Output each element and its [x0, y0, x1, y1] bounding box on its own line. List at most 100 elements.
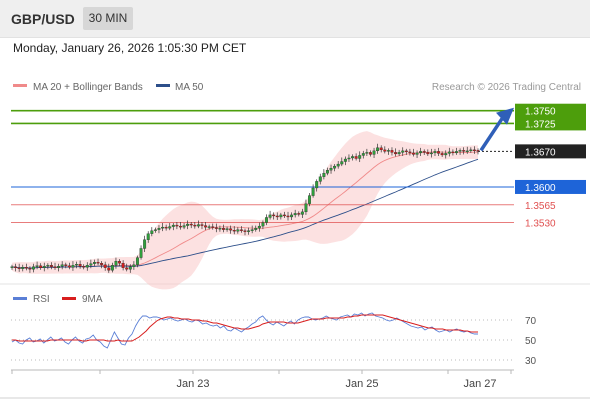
candle-body — [200, 224, 204, 226]
candle-body — [225, 228, 229, 230]
candle-body — [96, 262, 100, 264]
candle-body — [64, 264, 68, 266]
price-level-label-1.3725: 1.3725 — [525, 119, 556, 130]
candle-body — [315, 181, 319, 189]
price-tag-1.3600 — [515, 179, 586, 194]
candle-body — [39, 265, 43, 268]
candle-body — [161, 226, 165, 229]
candle-body — [193, 224, 197, 227]
price-level-label-1.3530: 1.3530 — [525, 219, 556, 230]
candle-body — [243, 230, 247, 232]
candle-body — [322, 173, 326, 177]
ma9-legend-swatch — [62, 297, 76, 300]
candle-body — [476, 150, 480, 152]
candle-body — [390, 150, 394, 153]
timeframe-button[interactable]: 30 MIN — [83, 7, 133, 30]
candle-body — [397, 152, 401, 155]
candle-body — [358, 155, 362, 159]
rsi-panel: 70 50 30 — [11, 312, 537, 367]
candle-body — [28, 268, 32, 270]
candle-body — [422, 151, 426, 153]
candle-body — [164, 226, 168, 229]
candle-body — [107, 267, 111, 271]
candle-body — [376, 147, 380, 152]
candle-body — [254, 227, 258, 230]
candle-body — [168, 226, 172, 229]
candle-body — [247, 230, 251, 232]
candle-body — [71, 265, 75, 268]
ma20-legend-label: MA 20 + Bollinger Bands — [33, 82, 143, 93]
candle-body — [46, 265, 50, 267]
candle-body — [426, 152, 430, 155]
candle-body — [82, 266, 86, 268]
price-level-label-1.3670: 1.3670 — [525, 147, 556, 158]
candle-body — [437, 151, 441, 154]
candle-body — [354, 156, 358, 159]
candle-body — [394, 152, 398, 155]
x-tick-label-Jan-25: Jan 25 — [345, 378, 378, 390]
candle-body — [114, 261, 118, 266]
rsi-legend-label: RSI — [33, 294, 50, 305]
candle-body — [250, 229, 254, 231]
candle-body — [293, 213, 297, 216]
candle-body — [207, 226, 211, 228]
candle-body — [275, 215, 279, 218]
candle-body — [222, 227, 225, 230]
candle-body — [351, 156, 354, 159]
candle-body — [265, 217, 268, 223]
candle-body — [272, 214, 276, 217]
candle-body — [139, 248, 143, 258]
candle-body — [447, 151, 451, 154]
candle-body — [14, 266, 18, 268]
candle-body — [455, 151, 458, 154]
candle-body — [257, 225, 261, 229]
currency-pair-title: GBP/USD — [11, 11, 75, 27]
price-level-label-1.3565: 1.3565 — [525, 201, 556, 212]
candle-body — [125, 267, 129, 270]
forecast-arrowhead-icon — [496, 107, 514, 125]
candle-body — [150, 230, 154, 234]
candle-body — [136, 257, 139, 265]
ma9-legend-label: 9MA — [82, 294, 103, 305]
candle-body — [21, 267, 25, 269]
candle-body — [143, 239, 147, 249]
bollinger-band — [12, 131, 478, 290]
candle-body — [42, 266, 46, 268]
rsi-line — [11, 312, 478, 349]
ma20-legend-swatch — [13, 84, 27, 87]
candle-body — [67, 265, 71, 268]
candle-body — [365, 152, 369, 154]
ma50-line — [11, 158, 479, 269]
candle-body — [232, 230, 236, 232]
candle-body — [24, 267, 28, 269]
candle-body — [412, 152, 415, 155]
candle-body — [186, 223, 190, 226]
candle-body — [383, 149, 387, 152]
candle-body — [60, 264, 64, 267]
candle-body — [146, 233, 150, 240]
candle-body — [100, 263, 104, 265]
ma50-legend-label: MA 50 — [175, 82, 204, 93]
x-tick-label-Jan-23: Jan 23 — [176, 378, 209, 390]
price-tag-1.3725 — [515, 116, 586, 131]
candle-body — [175, 224, 179, 227]
candle-body — [103, 264, 107, 268]
candle-body — [211, 226, 215, 228]
candle-body — [286, 215, 290, 218]
candle-body — [469, 149, 473, 152]
candle-body — [204, 225, 208, 228]
candle-body — [10, 266, 14, 268]
candle-body — [128, 266, 132, 270]
price-level-label-1.3750: 1.3750 — [525, 107, 556, 118]
candle-body — [110, 265, 114, 271]
candle-body — [153, 229, 157, 231]
report-datetime: Monday, January 26, 2026 1:05:30 PM CET — [13, 41, 247, 55]
candle-body — [329, 167, 333, 171]
candle-body — [268, 214, 272, 218]
candle-body — [333, 165, 337, 169]
candle-body — [361, 153, 365, 156]
candle-body — [53, 266, 57, 268]
candle-body — [440, 153, 444, 156]
candle-body — [336, 163, 340, 167]
candle-body — [118, 261, 121, 264]
